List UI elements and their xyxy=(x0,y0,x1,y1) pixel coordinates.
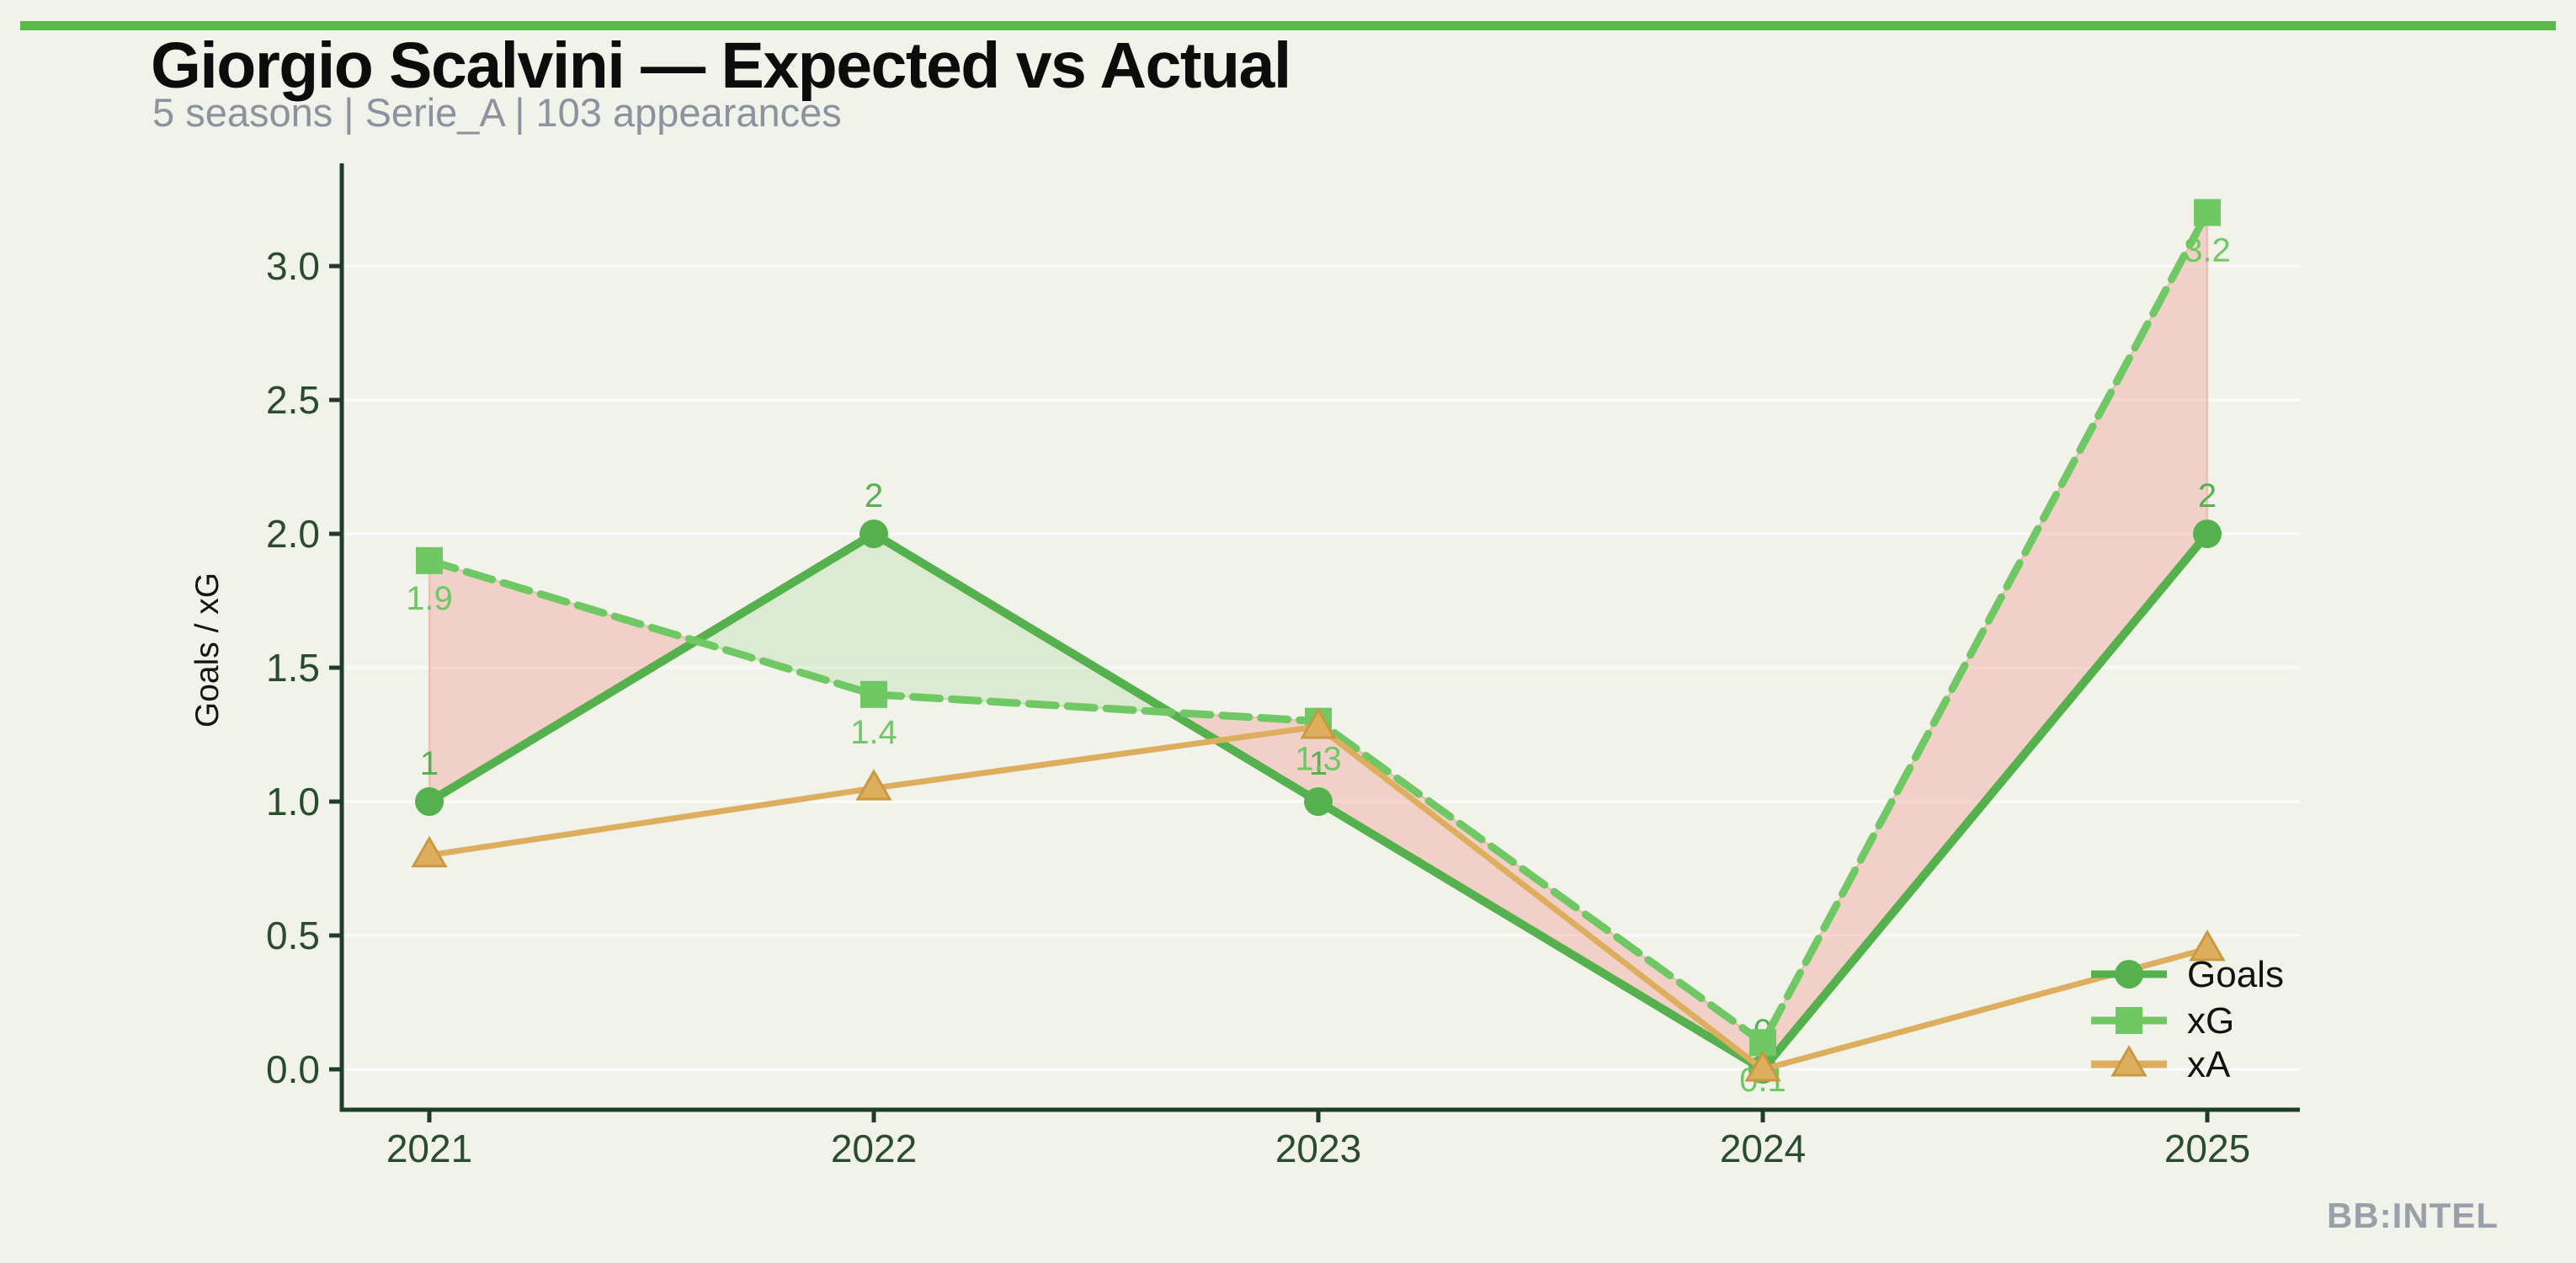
circle-marker xyxy=(1304,787,1333,816)
data-label: 1.3 xyxy=(1295,741,1342,778)
y-axis-label: Goals / xG xyxy=(189,573,226,727)
square-marker xyxy=(416,546,443,574)
data-label: 1.9 xyxy=(406,580,453,617)
triangle-marker xyxy=(1744,1049,1781,1082)
square-marker xyxy=(2194,199,2221,226)
watermark: BB:INTEL xyxy=(2327,1196,2499,1235)
legend-item-xg: xG xyxy=(2091,1000,2234,1042)
underperformance-fill xyxy=(428,559,699,804)
x-axis-ticks: 2021 2022 2023 2024 2025 xyxy=(386,1110,2250,1170)
data-label: 2 xyxy=(865,477,883,514)
legend-item-goals: Goals xyxy=(2091,954,2284,995)
underperformance-fill xyxy=(1169,211,2209,1071)
triangle-marker xyxy=(855,769,892,801)
y-axis-ticks: 0.0 0.5 1.0 1.5 2.0 2.5 3.0 xyxy=(266,244,342,1091)
x-tick-label: 2021 xyxy=(386,1127,472,1170)
y-tick-label: 2.0 xyxy=(266,512,320,556)
square-marker xyxy=(2116,1007,2142,1034)
circle-marker xyxy=(2115,960,2143,989)
triangle-marker xyxy=(411,835,448,868)
overperformance-fill xyxy=(693,532,1171,714)
series-goals: 12102 xyxy=(415,477,2222,1084)
xg-line xyxy=(425,208,2211,1047)
y-tick-label: 0.5 xyxy=(266,914,320,957)
page-title: Giorgio Scalvini — Expected vs Actual xyxy=(151,29,1291,102)
legend-label: xG xyxy=(2187,1000,2234,1042)
page-subtitle: 5 seasons | Serie_A | 103 appearances xyxy=(152,90,842,135)
data-label: 1 xyxy=(1309,745,1328,782)
y-tick-label: 3.0 xyxy=(266,244,320,288)
x-tick-label: 2024 xyxy=(1720,1127,1806,1170)
circle-marker xyxy=(2193,520,2222,548)
axes xyxy=(339,163,2300,1112)
x-tick-label: 2022 xyxy=(831,1127,917,1170)
data-label: 1 xyxy=(420,745,439,782)
y-tick-label: 2.5 xyxy=(266,378,320,422)
x-tick-label: 2023 xyxy=(1275,1127,1361,1170)
square-marker xyxy=(860,680,887,708)
legend-label: Goals xyxy=(2187,954,2284,995)
x-tick-label: 2025 xyxy=(2164,1127,2250,1170)
data-label: 2 xyxy=(2198,477,2217,514)
y-tick-label: 1.5 xyxy=(266,646,320,690)
y-tick-label: 0.0 xyxy=(266,1047,320,1091)
triangle-marker xyxy=(2110,1044,2148,1077)
legend-item-xa: xA xyxy=(2091,1044,2231,1085)
legend-label: xA xyxy=(2187,1044,2231,1085)
circle-marker xyxy=(415,787,444,816)
accent-bar xyxy=(20,21,2556,30)
data-label: 1.4 xyxy=(850,714,897,751)
series-xa xyxy=(411,706,2226,1082)
y-tick-label: 1.0 xyxy=(266,780,320,823)
triangle-marker xyxy=(2189,929,2226,962)
circle-marker xyxy=(860,520,888,548)
data-label: 3.2 xyxy=(2184,232,2231,269)
triangle-marker xyxy=(1300,706,1337,739)
